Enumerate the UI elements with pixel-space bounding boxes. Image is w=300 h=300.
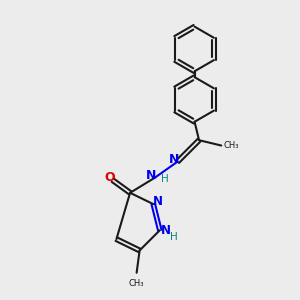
Text: N: N	[146, 169, 156, 182]
Text: N: N	[169, 153, 179, 166]
Text: N: N	[161, 224, 171, 237]
Text: CH₃: CH₃	[224, 141, 239, 150]
Text: H: H	[170, 232, 178, 242]
Text: H: H	[161, 174, 169, 184]
Text: O: O	[104, 171, 115, 184]
Text: N: N	[153, 195, 163, 208]
Text: CH₃: CH₃	[128, 279, 144, 288]
